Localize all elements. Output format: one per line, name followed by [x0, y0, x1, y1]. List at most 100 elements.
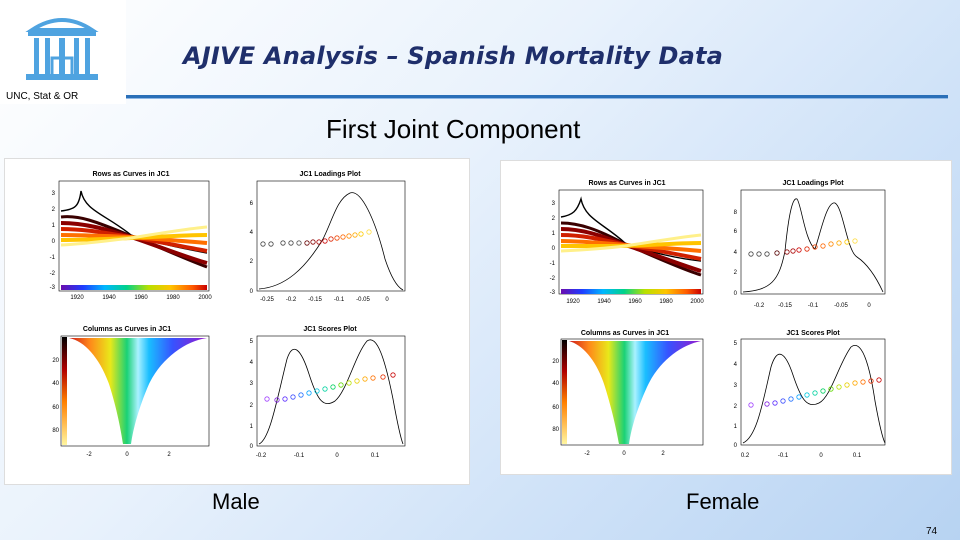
svg-text:4: 4: [250, 230, 254, 236]
female-columns-fan: [569, 341, 701, 444]
svg-text:8: 8: [734, 210, 738, 216]
svg-text:-3: -3: [550, 290, 556, 296]
svg-text:2: 2: [250, 403, 254, 409]
svg-text:5: 5: [250, 339, 254, 345]
female-rows-yticks: 3 2 1 0 -1 -2 -3: [550, 201, 556, 296]
svg-text:20: 20: [52, 358, 59, 364]
slide-subtitle: First Joint Component: [326, 114, 581, 144]
svg-text:1: 1: [250, 424, 254, 430]
svg-text:5: 5: [734, 341, 738, 347]
svg-text:2000: 2000: [690, 299, 704, 305]
svg-text:0: 0: [335, 453, 339, 459]
svg-text:0: 0: [125, 452, 129, 458]
svg-text:1960: 1960: [628, 299, 642, 305]
male-columns-title: Columns as Curves in JC1: [83, 326, 171, 333]
svg-text:6: 6: [250, 201, 254, 207]
svg-text:4: 4: [250, 360, 254, 366]
svg-text:0: 0: [250, 444, 254, 450]
male-loadings-yticks: 6 4 2 0: [250, 201, 254, 295]
female-scores-yticks: 5 4 3 2 1 0: [734, 341, 738, 449]
svg-text:2: 2: [734, 404, 738, 410]
svg-text:-0.05: -0.05: [834, 303, 848, 309]
female-rows-colorbar: [561, 289, 701, 294]
svg-text:2: 2: [250, 259, 254, 265]
male-scores-yticks: 5 4 3 2 1 0: [250, 339, 254, 450]
female-columns-colorbar: [562, 340, 567, 444]
svg-text:-0.15: -0.15: [778, 303, 792, 309]
female-columns-xticks: -2 0 2: [584, 451, 665, 457]
svg-text:0: 0: [734, 291, 738, 297]
female-loadings-axes: [740, 189, 886, 295]
svg-text:0: 0: [385, 297, 389, 303]
svg-text:-3: -3: [50, 285, 56, 291]
female-rows-title: Rows as Curves in JC1: [588, 180, 665, 187]
female-scores-title: JC1 Scores Plot: [786, 330, 840, 337]
svg-text:-2: -2: [50, 271, 56, 277]
svg-text:-0.2: -0.2: [256, 453, 267, 459]
male-loadings-axes: [256, 180, 406, 292]
logo-area: UNC, Stat & OR: [0, 0, 126, 104]
male-columns-axes: [60, 335, 210, 447]
female-columns-yticks: 20 40 60 80: [552, 359, 559, 433]
svg-text:1: 1: [52, 223, 56, 229]
male-scores-axes: [256, 335, 406, 447]
male-loadings-title: JC1 Loadings Plot: [299, 171, 361, 178]
male-rows-xticks: 1920 1940 1960 1980 2000: [70, 295, 212, 301]
female-scores-axes: [740, 338, 886, 446]
female-figure: Rows as Curves in JC1 3 2 1 0 -1 -2 -3 1…: [500, 160, 952, 475]
svg-text:2: 2: [167, 452, 171, 458]
svg-text:2: 2: [52, 207, 56, 213]
org-label: UNC, Stat & OR: [6, 91, 79, 102]
svg-text:1940: 1940: [102, 295, 116, 301]
svg-text:20: 20: [552, 359, 559, 365]
male-loadings-points: [260, 229, 372, 247]
female-loadings-points: [748, 238, 858, 257]
svg-text:80: 80: [552, 427, 559, 433]
svg-text:40: 40: [552, 381, 559, 387]
male-columns-yticks: 20 40 60 80: [52, 358, 59, 434]
female-columns-axes: [560, 338, 704, 446]
svg-text:-2: -2: [550, 276, 556, 282]
svg-text:-0.05: -0.05: [356, 297, 370, 303]
male-scores-title: JC1 Scores Plot: [303, 326, 357, 333]
male-figure: Rows as Curves in JC1 3 2 1 0 -1 -2 -3 1…: [4, 158, 470, 485]
svg-text:1960: 1960: [134, 295, 148, 301]
male-label: Male: [212, 489, 260, 514]
svg-text:2000: 2000: [198, 295, 212, 301]
svg-text:1940: 1940: [597, 299, 611, 305]
female-rows-curves: [560, 196, 702, 277]
svg-text:-0.1: -0.1: [334, 297, 345, 303]
svg-text:-0.25: -0.25: [260, 297, 274, 303]
male-scores-xticks: -0.2 -0.1 0 0.1: [256, 453, 380, 459]
svg-text:6: 6: [734, 229, 738, 235]
male-rows-colorbar: [61, 285, 207, 290]
female-loadings-xticks: -0.2 -0.15 -0.1 -0.05 0: [754, 303, 872, 309]
svg-text:3: 3: [734, 383, 738, 389]
svg-text:0: 0: [52, 239, 56, 245]
svg-text:0: 0: [734, 443, 738, 449]
female-loadings-title: JC1 Loadings Plot: [782, 180, 844, 187]
female-rows-xticks: 1920 1940 1960 1980 2000: [566, 299, 704, 305]
svg-text:4: 4: [734, 250, 738, 256]
svg-text:40: 40: [52, 381, 59, 387]
male-columns-fan: [69, 338, 207, 444]
svg-text:1980: 1980: [659, 299, 673, 305]
svg-text:-1: -1: [550, 261, 556, 267]
svg-text:0: 0: [552, 246, 556, 252]
svg-text:2: 2: [734, 270, 738, 276]
svg-text:0: 0: [250, 289, 254, 295]
svg-text:60: 60: [52, 405, 59, 411]
svg-text:-2: -2: [86, 452, 92, 458]
male-figure-plots: Rows as Curves in JC1 3 2 1 0 -1 -2 -3 1…: [50, 171, 406, 459]
male-columns-colorbar: [62, 337, 67, 445]
svg-text:-0.2: -0.2: [286, 297, 297, 303]
svg-text:0.2: 0.2: [741, 453, 750, 459]
male-scores-points: [264, 372, 396, 403]
svg-text:1: 1: [552, 231, 556, 237]
female-scores-xticks: 0.2 -0.1 0 0.1: [741, 453, 862, 459]
male-columns-xticks: -2 0 2: [86, 452, 171, 458]
male-rows-axes: [58, 180, 210, 292]
svg-text:0: 0: [622, 451, 626, 457]
svg-text:0.1: 0.1: [853, 453, 862, 459]
svg-text:3: 3: [52, 191, 56, 197]
